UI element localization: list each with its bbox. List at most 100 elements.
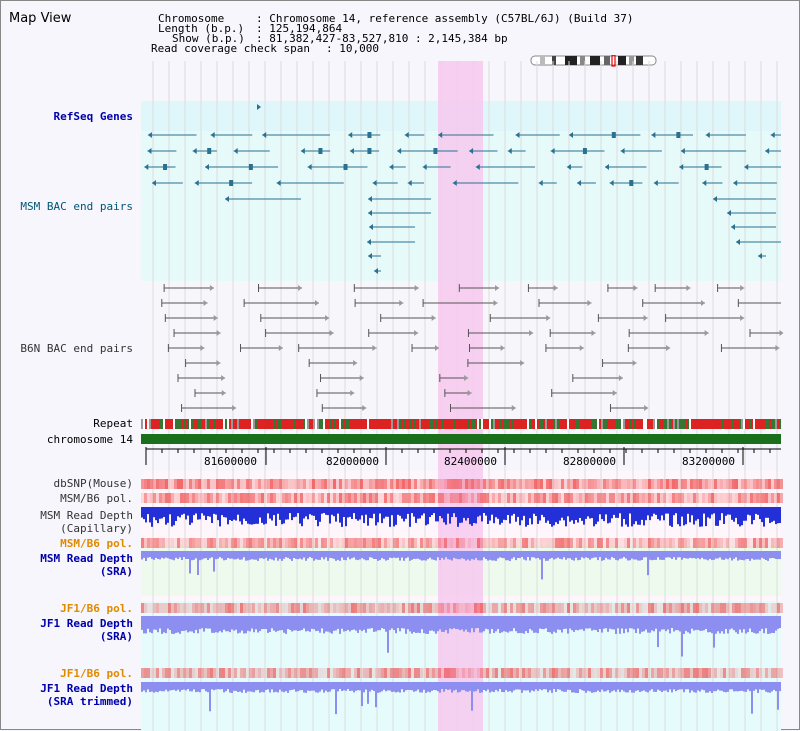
msm-sra-depth-bar — [285, 551, 287, 558]
jf1-trim-depth-bar — [689, 682, 691, 693]
pol-stripe — [159, 538, 162, 548]
pol-stripe — [414, 538, 417, 548]
jf1-sra-depth-bar — [575, 616, 577, 630]
msm-sra-depth-bar — [437, 551, 439, 558]
msm-cap-depth-bar — [251, 507, 253, 525]
pol-stripe — [375, 493, 378, 503]
msm-sra-depth-bar — [567, 551, 569, 559]
track-label-msm-depth-sra[interactable]: MSM Read Depth — [40, 552, 133, 565]
pol-stripe — [513, 493, 516, 503]
pol-stripe — [279, 668, 282, 678]
pol-stripe — [630, 493, 633, 503]
jf1-sra-depth-bar — [613, 616, 615, 630]
repeat-segment — [581, 419, 583, 429]
pol-stripe — [258, 538, 261, 548]
jf1-trim-depth-bar — [511, 682, 513, 693]
repeat-segment — [483, 419, 485, 429]
track-label-b6n-bac[interactable]: B6N BAC end pairs — [20, 342, 133, 355]
jf1-sra-depth-bar — [611, 616, 613, 630]
track-label-dbsnp[interactable]: dbSNP(Mouse) — [53, 477, 133, 490]
pol-stripe — [495, 603, 498, 613]
msm-sra-depth-bar — [753, 551, 755, 560]
pol-stripe — [507, 538, 510, 548]
track-label-msm-b6-pol-2[interactable]: MSM/B6 pol. — [60, 537, 133, 550]
pol-stripe — [372, 493, 375, 503]
jf1-sra-depth-bar — [391, 616, 393, 629]
dbsnp-stripe — [300, 479, 303, 489]
jf1-sra-depth-bar — [773, 616, 775, 633]
pol-stripe — [582, 668, 585, 678]
repeat-segment — [529, 419, 531, 429]
msm-sra-depth-bar — [453, 551, 455, 558]
repeat-segment — [361, 419, 363, 429]
dbsnp-stripe — [420, 479, 423, 489]
pol-stripe — [240, 493, 243, 503]
track-label-jf1-b6-pol-1[interactable]: JF1/B6 pol. — [60, 602, 133, 615]
jf1-trim-depth-bar — [625, 682, 627, 693]
msm-sra-depth-bar — [607, 551, 609, 560]
pol-stripe — [342, 668, 345, 678]
pol-stripe — [462, 538, 465, 548]
repeat-segment — [291, 419, 293, 429]
repeat-segment — [351, 419, 353, 429]
msm-cap-depth-bar — [203, 507, 205, 516]
track-label-refseq[interactable]: RefSeq Genes — [53, 110, 133, 123]
msm-cap-depth-bar — [645, 507, 647, 521]
jf1-sra-depth-bar — [343, 616, 345, 632]
jf1-sra-depth-bar — [147, 616, 149, 629]
pol-stripe — [723, 493, 726, 503]
msm-cap-depth-bar — [311, 507, 313, 516]
jf1-sra-depth-bar — [521, 616, 523, 634]
track-label-msm-depth-sra-sub: (SRA) — [99, 565, 133, 578]
jf1-sra-depth-bar — [769, 616, 771, 634]
track-label-jf1-depth-trim[interactable]: JF1 Read Depth — [40, 682, 133, 695]
msm-sra-depth-bar — [469, 551, 471, 561]
dbsnp-stripe — [279, 479, 282, 489]
dbsnp-stripe — [552, 479, 555, 489]
jf1-sra-depth-bar — [291, 616, 293, 632]
pol-stripe — [711, 493, 714, 503]
track-label-jf1-depth-sra[interactable]: JF1 Read Depth — [40, 617, 133, 630]
msm-cap-depth-bar — [401, 507, 403, 519]
jf1-trim-depth-bar — [445, 682, 447, 690]
pol-stripe — [780, 603, 783, 613]
pol-stripe — [396, 493, 399, 503]
b6n-end-marker — [329, 330, 334, 336]
msm-sra-depth-bar — [669, 551, 671, 558]
track-label-msm-bac[interactable]: MSM BAC end pairs — [20, 200, 133, 213]
jf1-trim-depth-bar — [235, 682, 237, 691]
jf1-trim-depth-bar — [401, 682, 403, 690]
pol-stripe — [540, 603, 543, 613]
pol-stripe — [228, 538, 231, 548]
repeat-segment — [721, 419, 723, 429]
track-label-msm-depth-cap[interactable]: MSM Read Depth — [40, 509, 133, 522]
pol-stripe — [645, 603, 648, 613]
pol-stripe — [171, 493, 174, 503]
dbsnp-stripe — [378, 479, 381, 489]
chromosome-ideogram[interactable] — [530, 55, 658, 67]
msm-cap-depth-bar — [761, 507, 763, 523]
track-label-msm-b6-pol-1[interactable]: MSM/B6 pol. — [60, 492, 133, 505]
pol-stripe — [522, 603, 525, 613]
pol-stripe — [411, 493, 414, 503]
repeat-segment — [221, 419, 223, 429]
repeat-segment — [665, 419, 667, 429]
dbsnp-stripe — [489, 479, 492, 489]
dbsnp-stripe — [426, 479, 429, 489]
pol-stripe — [636, 493, 639, 503]
jf1-sra-depth-bar — [705, 616, 707, 629]
msm-sra-depth-bar — [309, 551, 311, 557]
jf1-sra-depth-bar — [151, 616, 153, 634]
pol-stripe — [681, 668, 684, 678]
jf1-trim-depth-bar — [603, 682, 605, 692]
b6n-end-marker — [511, 405, 516, 411]
repeat-segment — [273, 419, 275, 429]
pol-stripe — [393, 538, 396, 548]
jf1-trim-depth-bar — [335, 682, 337, 715]
msm-sra-depth-bar — [227, 551, 229, 558]
b6n-end-marker — [414, 285, 419, 291]
msm-sra-depth-bar — [581, 551, 583, 558]
track-label-jf1-b6-pol-2[interactable]: JF1/B6 pol. — [60, 667, 133, 680]
repeat-segment — [485, 419, 487, 429]
